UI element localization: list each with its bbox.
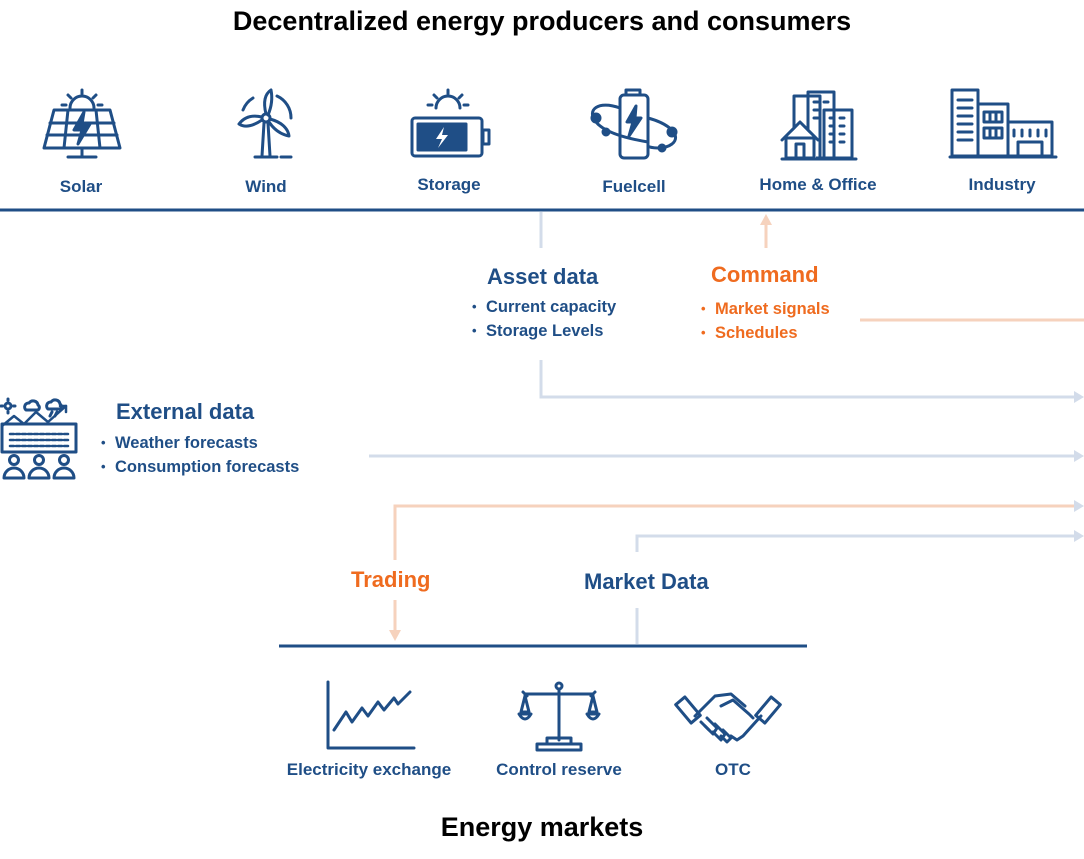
asset-data-item: Storage Levels (472, 319, 616, 343)
rising-chart-icon (326, 680, 416, 750)
solar-panel-icon (42, 88, 122, 159)
asset-flow-arrow (1074, 391, 1084, 403)
command-list: Market signals Schedules (701, 297, 830, 345)
fuel-cell-icon (590, 88, 678, 160)
external-data-icon (0, 397, 78, 480)
asset-data-item: Current capacity (472, 295, 616, 319)
producer-label-storage: Storage (417, 175, 481, 194)
producer-label-home-office: Home & Office (759, 175, 877, 194)
asset-data-title: Asset data (487, 264, 599, 289)
market-label-electricity-exchange: Electricity exchange (286, 760, 452, 779)
balance-scale-icon (517, 681, 601, 752)
market-data-flow-arrow (1074, 530, 1084, 542)
command-title: Command (711, 262, 819, 287)
market-label-otc: OTC (715, 760, 751, 779)
trading-flow-line (393, 504, 1076, 560)
trading-flow-arrow (1074, 500, 1084, 512)
trading-down-arrow (389, 630, 401, 641)
industry-icon (948, 88, 1058, 159)
header-title: Decentralized energy producers and consu… (232, 6, 852, 36)
producer-label-wind: Wind (245, 177, 287, 196)
home-office-icon (780, 90, 858, 161)
market-label-control-reserve: Control reserve (496, 760, 622, 779)
battery-storage-icon (410, 88, 491, 158)
market-data-title: Market Data (584, 569, 709, 594)
command-item: Market signals (701, 297, 830, 321)
wind-turbine-icon (237, 88, 293, 159)
asset-data-list: Current capacity Storage Levels (472, 295, 616, 343)
asset-flow-line (539, 360, 1076, 399)
producer-label-fuelcell: Fuelcell (602, 177, 666, 196)
footer-title: Energy markets (440, 812, 644, 842)
external-data-item: Weather forecasts (101, 431, 299, 455)
external-data-item: Consumption forecasts (101, 455, 299, 479)
trading-title: Trading (351, 567, 431, 592)
producer-label-industry: Industry (968, 175, 1036, 194)
producer-label-solar: Solar (59, 177, 103, 196)
market-data-flow-line (635, 534, 1076, 552)
handshake-icon (674, 692, 782, 744)
external-data-list: Weather forecasts Consumption forecasts (101, 431, 299, 479)
external-flow-arrow (1074, 450, 1084, 462)
external-data-title: External data (116, 399, 255, 424)
command-item: Schedules (701, 321, 830, 345)
command-flow-arrow (760, 214, 772, 225)
